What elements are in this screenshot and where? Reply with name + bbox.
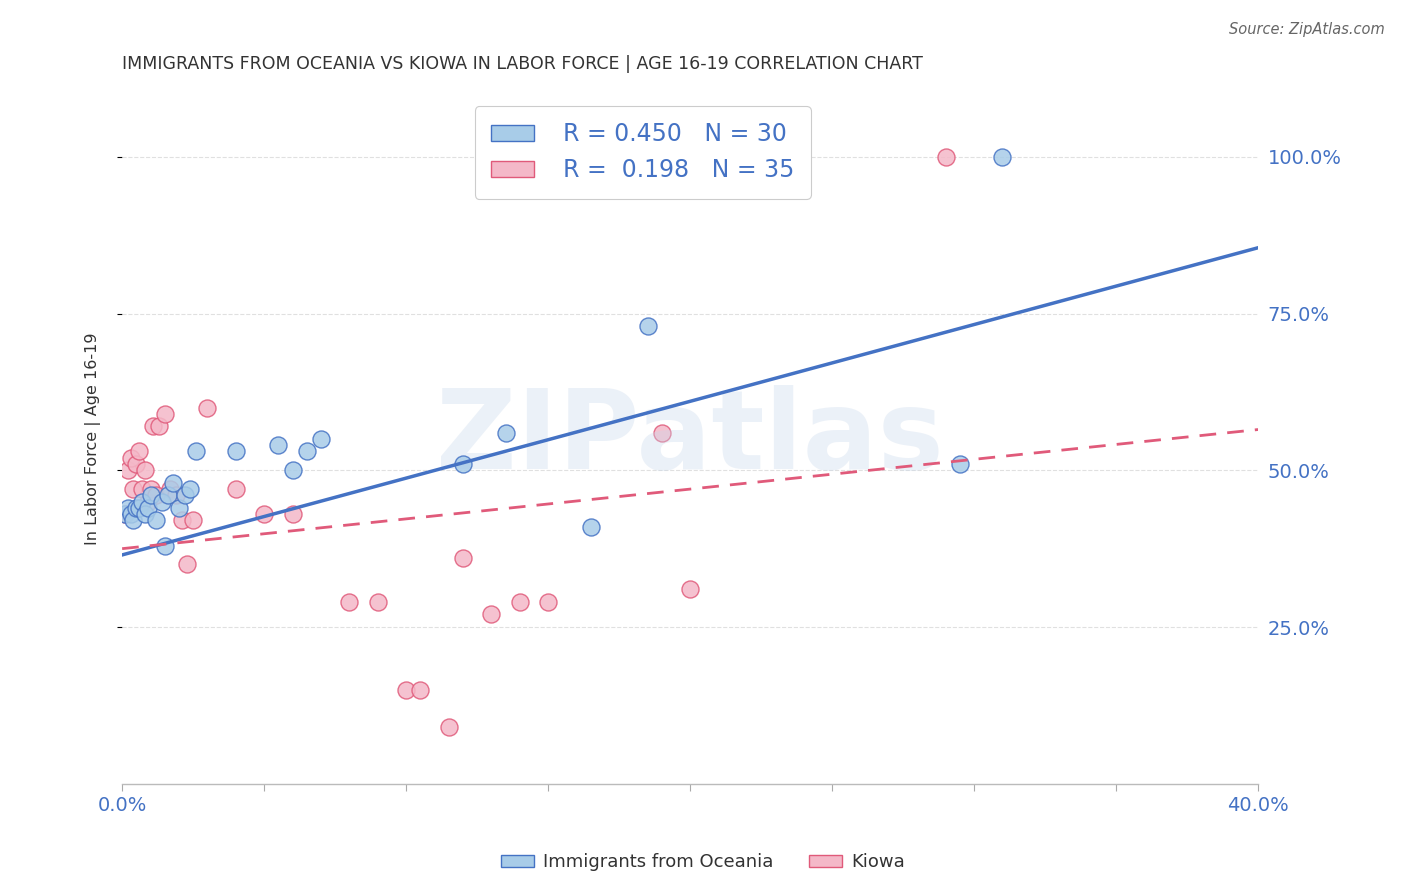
Text: ZIPatlas: ZIPatlas <box>436 385 943 492</box>
Point <box>949 457 972 471</box>
Point <box>122 482 145 496</box>
Point <box>184 444 207 458</box>
Point <box>148 419 170 434</box>
Point <box>114 507 136 521</box>
Point <box>651 425 673 440</box>
Point <box>139 488 162 502</box>
Point <box>225 482 247 496</box>
Point <box>114 507 136 521</box>
Point <box>131 482 153 496</box>
Point <box>125 457 148 471</box>
Point <box>167 500 190 515</box>
Point <box>509 595 531 609</box>
Point <box>367 595 389 609</box>
Point <box>134 463 156 477</box>
Point <box>145 513 167 527</box>
Point <box>117 500 139 515</box>
Text: Source: ZipAtlas.com: Source: ZipAtlas.com <box>1229 22 1385 37</box>
Point <box>120 507 142 521</box>
Point <box>451 457 474 471</box>
Point <box>117 463 139 477</box>
Point <box>165 488 187 502</box>
Point <box>125 500 148 515</box>
Point <box>122 513 145 527</box>
Point <box>337 595 360 609</box>
Point <box>253 507 276 521</box>
Point <box>153 539 176 553</box>
Point <box>150 494 173 508</box>
Point <box>935 150 957 164</box>
Point <box>136 494 159 508</box>
Point <box>637 319 659 334</box>
Point <box>145 488 167 502</box>
Y-axis label: In Labor Force | Age 16-19: In Labor Force | Age 16-19 <box>86 333 101 545</box>
Point <box>181 513 204 527</box>
Point <box>281 507 304 521</box>
Point <box>173 488 195 502</box>
Point <box>679 582 702 597</box>
Point <box>128 500 150 515</box>
Point <box>142 419 165 434</box>
Point <box>179 482 201 496</box>
Point <box>134 507 156 521</box>
Point <box>156 488 179 502</box>
Point <box>409 682 432 697</box>
Point <box>309 432 332 446</box>
Point <box>295 444 318 458</box>
Point <box>139 482 162 496</box>
Point <box>267 438 290 452</box>
Point <box>195 401 218 415</box>
Legend: Immigrants from Oceania, Kiowa: Immigrants from Oceania, Kiowa <box>494 847 912 879</box>
Point <box>153 407 176 421</box>
Legend:   R = 0.450   N = 30,   R =  0.198   N = 35: R = 0.450 N = 30, R = 0.198 N = 35 <box>475 106 811 199</box>
Point <box>128 444 150 458</box>
Point <box>495 425 517 440</box>
Point <box>225 444 247 458</box>
Point <box>991 150 1014 164</box>
Point <box>281 463 304 477</box>
Point <box>395 682 418 697</box>
Text: IMMIGRANTS FROM OCEANIA VS KIOWA IN LABOR FORCE | AGE 16-19 CORRELATION CHART: IMMIGRANTS FROM OCEANIA VS KIOWA IN LABO… <box>122 55 922 73</box>
Point <box>162 475 184 490</box>
Point <box>537 595 560 609</box>
Point <box>120 450 142 465</box>
Point <box>451 551 474 566</box>
Point <box>479 607 502 622</box>
Point <box>131 494 153 508</box>
Point <box>159 482 181 496</box>
Point <box>579 519 602 533</box>
Point <box>437 720 460 734</box>
Point <box>176 558 198 572</box>
Point <box>136 500 159 515</box>
Point <box>170 513 193 527</box>
